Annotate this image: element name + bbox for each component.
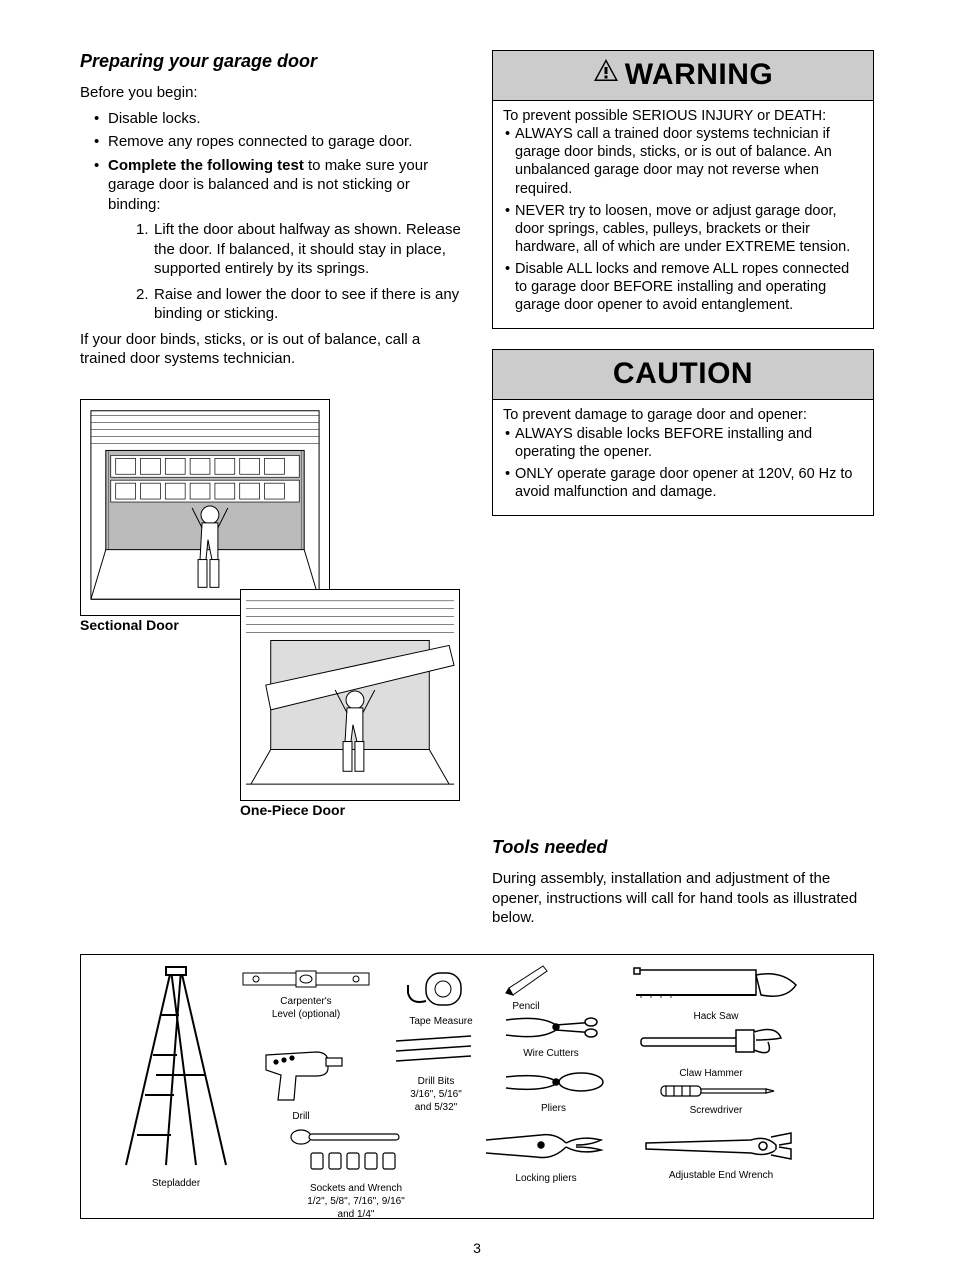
tools-intro: During assembly, installation and adjust… [492, 869, 874, 928]
tool-sockets: Sockets and Wrench 1/2", 5/8", 7/16", 9/… [281, 1125, 431, 1221]
page-number: 3 [80, 1239, 874, 1257]
step-item: 2.Raise and lower the door to see if the… [136, 285, 462, 324]
caution-title: CAUTION [613, 357, 753, 390]
caution-header: CAUTION [493, 350, 873, 400]
figure-onepiece-door [240, 589, 460, 802]
tool-pliers: Pliers [501, 1065, 606, 1115]
warning-icon [593, 58, 619, 88]
warning-item: ALWAYS call a trained door systems techn… [503, 125, 863, 198]
tool-label: Pliers [501, 1102, 606, 1115]
tool-label: Locking pliers [481, 1172, 611, 1185]
warning-box: WARNING To prevent possible SERIOUS INJU… [492, 50, 874, 329]
tool-label: Tape Measure [406, 1015, 476, 1028]
label-onepiece: One-Piece Door [240, 801, 345, 819]
prep-bullets: Disable locks. Remove any ropes connecte… [80, 109, 462, 324]
caution-item: ONLY operate garage door opener at 120V,… [503, 465, 863, 501]
tool-tape-measure: Tape Measure [406, 963, 476, 1028]
tool-label: Drill Bits 3/16", 5/16" and 5/32" [391, 1075, 481, 1114]
tool-label: Carpenter's Level (optional) [241, 995, 371, 1021]
tool-wire-cutters: Wire Cutters [501, 1010, 601, 1060]
bullet-item: Remove any ropes connected to garage doo… [94, 132, 462, 152]
step-item: 1.Lift the door about halfway as shown. … [136, 220, 462, 279]
tools-illustration: Stepladder Carpenter's Level (optional) … [80, 954, 874, 1219]
tool-hammer: Claw Hammer [636, 1020, 786, 1080]
bullet-item: Complete the following test to make sure… [94, 156, 462, 324]
tool-label: Screwdriver [656, 1104, 776, 1117]
tool-hacksaw: Hack Saw [626, 960, 806, 1023]
warning-header: WARNING [493, 51, 873, 101]
intro-text: Before you begin: [80, 83, 462, 103]
tool-adjustable-wrench: Adjustable End Wrench [641, 1125, 801, 1182]
warning-intro: To prevent possible SERIOUS INJURY or DE… [503, 107, 863, 125]
warning-item: NEVER try to loosen, move or adjust gara… [503, 202, 863, 256]
door-figures: Sectional Door [80, 399, 462, 829]
label-sectional: Sectional Door [80, 616, 179, 634]
tool-drill: Drill [256, 1040, 346, 1123]
tool-label: Claw Hammer [636, 1067, 786, 1080]
tool-stepladder: Stepladder [111, 965, 241, 1190]
tool-pencil: Pencil [501, 963, 551, 1013]
heading-tools: Tools needed [492, 836, 874, 859]
tool-label: Stepladder [111, 1177, 241, 1190]
closing-text: If your door binds, sticks, or is out of… [80, 330, 462, 369]
heading-preparing: Preparing your garage door [80, 50, 462, 73]
caution-box: CAUTION To prevent damage to garage door… [492, 349, 874, 516]
caution-item: ALWAYS disable locks BEFORE installing a… [503, 425, 863, 461]
tool-locking-pliers: Locking pliers [481, 1125, 611, 1185]
warning-item: Disable ALL locks and remove ALL ropes c… [503, 260, 863, 314]
tool-label: Sockets and Wrench 1/2", 5/8", 7/16", 9/… [281, 1182, 431, 1221]
figure-sectional-door [80, 399, 330, 617]
caution-intro: To prevent damage to garage door and ope… [503, 406, 863, 424]
bullet-item: Disable locks. [94, 109, 462, 129]
warning-title: WARNING [625, 58, 774, 91]
tool-drill-bits: Drill Bits 3/16", 5/16" and 5/32" [391, 1033, 481, 1114]
tool-label: Wire Cutters [501, 1047, 601, 1060]
tool-screwdriver: Screwdriver [656, 1080, 776, 1117]
test-steps: 1.Lift the door about halfway as shown. … [108, 220, 462, 324]
test-bold: Complete the following test [108, 157, 304, 174]
tool-level: Carpenter's Level (optional) [241, 965, 371, 1021]
tool-label: Adjustable End Wrench [641, 1169, 801, 1182]
tool-label: Drill [256, 1110, 346, 1123]
